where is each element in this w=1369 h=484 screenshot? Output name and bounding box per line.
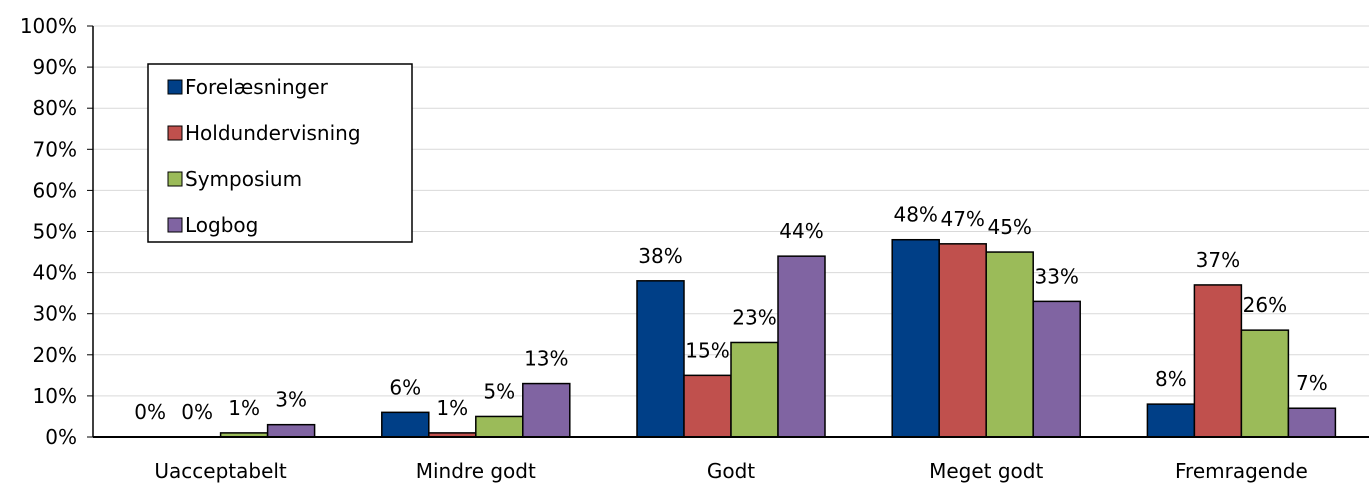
data-label: 26%	[1243, 293, 1287, 317]
data-label: 37%	[1196, 248, 1240, 272]
x-axis-categories: Uacceptabelt Mindre godt Godt Meget godt Fre…	[154, 459, 1307, 483]
bar	[1032, 300, 1081, 438]
x-category-label: Godt	[707, 459, 755, 483]
data-label: 47%	[940, 207, 984, 231]
legend-label: Symposium	[185, 167, 302, 191]
data-label: 3%	[275, 388, 307, 412]
legend-swatch	[167, 79, 183, 95]
y-tick-label: 100%	[20, 14, 77, 38]
bar	[266, 423, 316, 438]
legend-swatch	[167, 217, 183, 233]
legend: Forelæsninger Holdundervisning Symposium Lo…	[147, 63, 413, 243]
bar	[730, 341, 779, 438]
y-tick-label: 70%	[33, 137, 77, 161]
y-tick-label: 0%	[45, 425, 77, 449]
y-tick-label: 40%	[33, 261, 77, 285]
bar	[985, 251, 1034, 438]
data-label: 0%	[181, 400, 213, 424]
legend-label: Logbog	[185, 213, 258, 237]
bar	[636, 280, 685, 438]
x-category-label: Fremragende	[1175, 459, 1308, 483]
bar	[891, 238, 940, 438]
y-tick-label: 50%	[33, 220, 77, 244]
data-label: 1%	[436, 396, 468, 420]
data-label: 38%	[638, 244, 682, 268]
y-tick-label: 10%	[33, 384, 77, 408]
legend-box	[147, 63, 413, 243]
data-label: 7%	[1296, 371, 1328, 395]
bar	[381, 411, 430, 438]
bar	[475, 415, 524, 438]
y-tick-label: 80%	[33, 96, 77, 120]
bar	[938, 243, 987, 438]
data-label: 5%	[483, 379, 515, 403]
bars	[219, 238, 1337, 438]
data-label: 48%	[893, 203, 937, 227]
legend-label: Forelæsninger	[185, 75, 329, 99]
data-label: 44%	[779, 219, 823, 243]
bar	[777, 255, 826, 438]
y-tick-label: 90%	[33, 55, 77, 79]
y-axis-ticks: 0% 10% 20% 30% 40% 50% 60% 70% 80% 90% 100%	[20, 14, 93, 449]
bar	[683, 374, 732, 438]
data-label: 1%	[228, 396, 260, 420]
bar	[1146, 403, 1196, 438]
data-labels: 0% 0% 1% 3% 6% 1% 5% 13% 38% 15%23% 44% 48% 47% 45% 33…	[134, 203, 1328, 424]
data-label: 6%	[389, 375, 421, 399]
legend-swatch	[167, 171, 183, 187]
data-label: 15%	[685, 338, 729, 362]
data-label: 13%	[524, 347, 568, 371]
data-label: 8%	[1155, 367, 1187, 391]
y-tick-label: 20%	[33, 343, 77, 367]
bar	[1287, 407, 1337, 438]
bar	[522, 382, 571, 438]
x-category-label: Uacceptabelt	[154, 459, 287, 483]
data-label: 33%	[1034, 264, 1078, 288]
y-tick-label: 60%	[33, 178, 77, 202]
bar	[1240, 329, 1290, 438]
bar	[1193, 284, 1243, 438]
data-label: 23%	[732, 305, 776, 329]
data-label: 45%	[987, 215, 1031, 239]
x-category-label: Mindre godt	[416, 459, 536, 483]
data-label: 0%	[134, 400, 166, 424]
y-tick-label: 30%	[33, 302, 77, 326]
legend-swatch	[167, 125, 183, 141]
x-category-label: Meget godt	[929, 459, 1043, 483]
legend-label: Holdundervisning	[185, 121, 361, 145]
